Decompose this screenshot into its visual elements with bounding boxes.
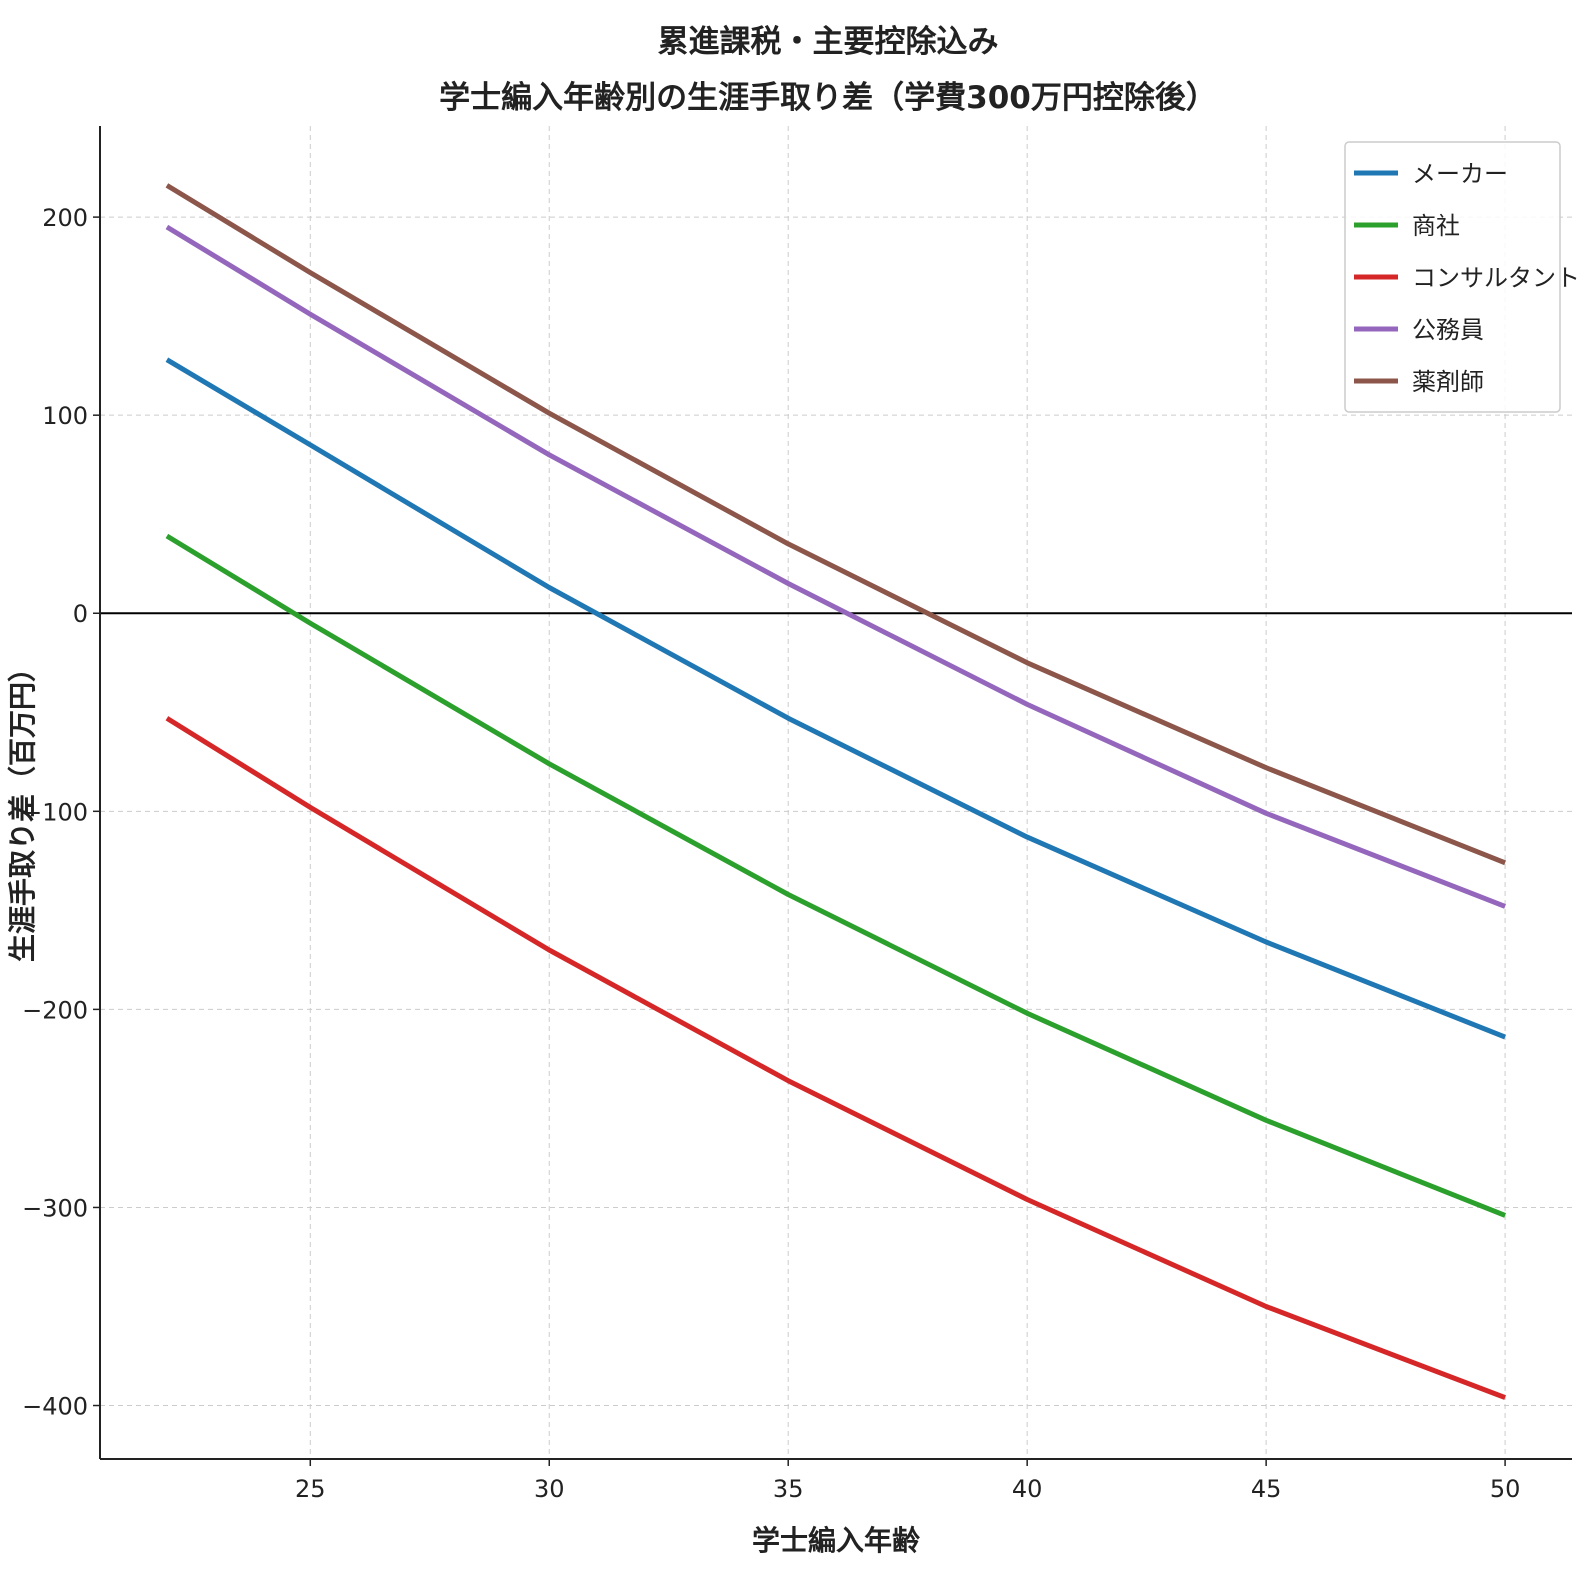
series-line-4	[165, 183, 1507, 866]
series-line-2	[165, 716, 1506, 1400]
series-line-0	[165, 357, 1507, 1040]
legend-label-3: 公務員	[1412, 316, 1484, 344]
chart-title-line-1: 累進課税・主要控除込み	[658, 24, 999, 60]
legend-label-2: コンサルタント	[1412, 264, 1580, 292]
x-tick-label: 30	[534, 1475, 565, 1503]
y-tick-label: −300	[22, 1194, 88, 1222]
y-tick-label: −100	[22, 798, 88, 826]
legend-label-0: メーカー	[1412, 160, 1508, 188]
x-tick-label: 25	[295, 1475, 326, 1503]
series-lines	[165, 183, 1507, 1400]
grid	[100, 126, 1572, 1459]
y-tick-label: 200	[42, 204, 88, 232]
x-axis-label: 学士編入年齢	[752, 1524, 920, 1557]
x-tick-label: 35	[773, 1475, 804, 1503]
series-line-3	[165, 224, 1507, 909]
y-axis-label: 生涯手取り差（百万円）	[6, 654, 39, 962]
y-axis-ticks: −400 −300 −200 −100 0 100 200	[22, 204, 100, 1421]
x-tick-label: 45	[1251, 1475, 1282, 1503]
y-tick-label: 100	[42, 402, 88, 430]
y-tick-label: −400	[22, 1393, 88, 1421]
legend-label-4: 薬剤師	[1412, 368, 1484, 396]
x-tick-label: 40	[1012, 1475, 1043, 1503]
y-tick-label: 0	[73, 600, 88, 628]
y-tick-label: −200	[22, 996, 88, 1024]
series-line-1	[165, 533, 1507, 1218]
x-axis-ticks: 25 30 35 40 45 50	[295, 1459, 1520, 1503]
x-tick-label: 50	[1490, 1475, 1521, 1503]
legend-label-1: 商社	[1412, 212, 1460, 240]
legend-frame	[1344, 141, 1561, 413]
chart-title-line-2: 学士編入年齢別の生涯手取り差（学費300万円控除後）	[439, 80, 1217, 116]
